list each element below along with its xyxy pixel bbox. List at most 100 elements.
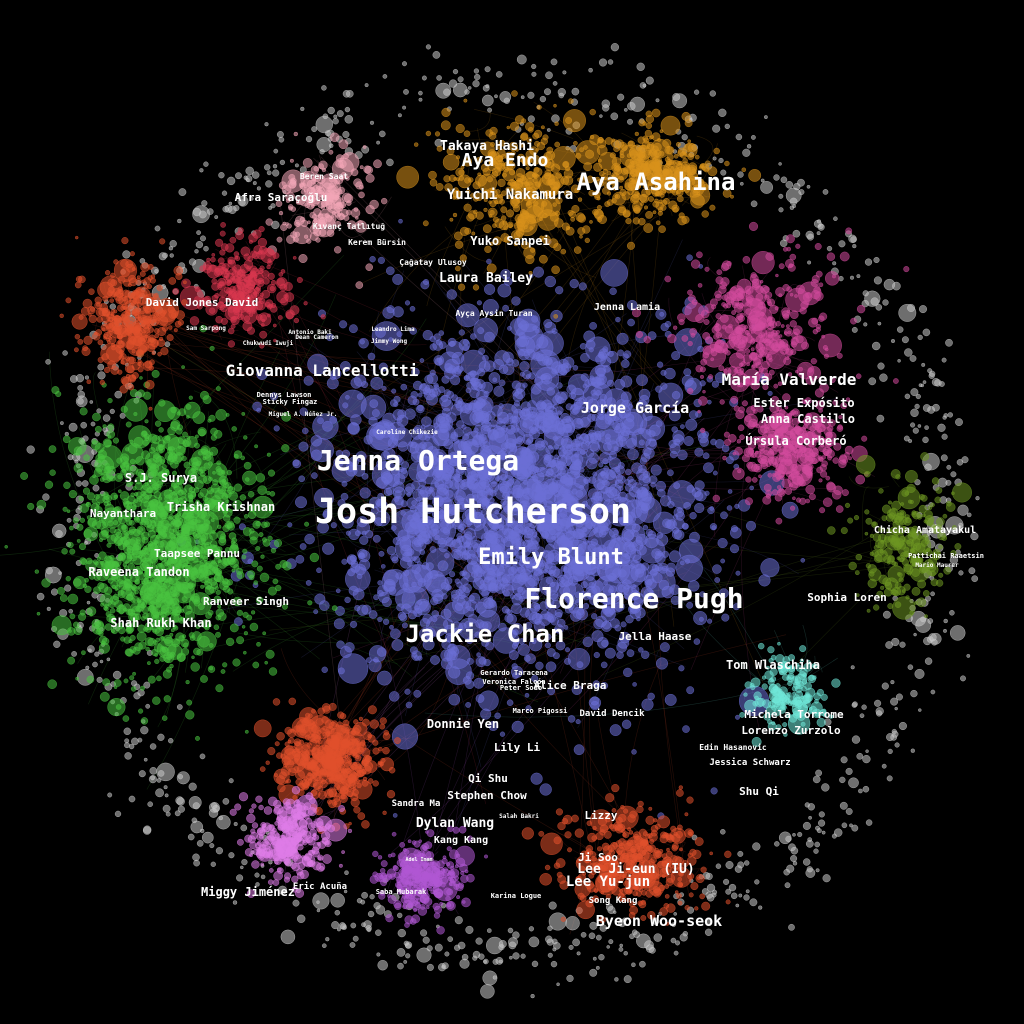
node — [334, 909, 341, 916]
node — [558, 92, 565, 99]
node — [364, 83, 369, 88]
node — [552, 652, 560, 660]
node — [369, 120, 375, 125]
node — [292, 459, 300, 467]
node — [272, 323, 277, 328]
node — [206, 257, 211, 263]
node — [660, 495, 672, 507]
node — [813, 219, 822, 228]
node — [808, 815, 812, 820]
node — [622, 209, 631, 218]
node — [702, 452, 710, 460]
node — [339, 320, 348, 329]
node — [904, 348, 913, 357]
node — [331, 921, 340, 930]
node — [600, 356, 612, 368]
node — [710, 787, 718, 795]
node — [785, 181, 794, 189]
node — [491, 405, 503, 417]
node — [589, 220, 593, 224]
node — [623, 951, 628, 956]
node — [473, 68, 480, 74]
node — [429, 335, 436, 343]
node — [264, 164, 271, 171]
node — [316, 908, 321, 913]
node — [695, 489, 707, 502]
node — [687, 139, 692, 144]
node — [598, 954, 605, 961]
node — [313, 609, 319, 615]
node — [694, 447, 704, 457]
node — [75, 480, 82, 487]
node — [654, 198, 659, 204]
node — [487, 928, 492, 933]
node — [918, 383, 923, 388]
node — [588, 476, 597, 484]
node — [156, 778, 162, 783]
node — [570, 216, 576, 222]
node — [465, 925, 474, 934]
node — [62, 350, 68, 356]
node — [706, 883, 716, 893]
node — [872, 341, 881, 351]
node — [278, 210, 284, 216]
node — [910, 422, 916, 428]
node — [280, 223, 288, 231]
node — [638, 119, 646, 127]
node — [280, 269, 286, 274]
node — [546, 387, 555, 396]
node — [715, 294, 722, 301]
node — [369, 256, 376, 263]
node — [229, 285, 236, 293]
node — [452, 212, 458, 218]
node — [839, 801, 848, 810]
node — [718, 157, 724, 164]
node — [210, 256, 216, 263]
node — [342, 90, 351, 98]
node — [294, 231, 300, 238]
node — [155, 788, 164, 798]
node — [448, 79, 458, 88]
node — [255, 882, 260, 887]
node — [392, 273, 404, 285]
node — [196, 230, 201, 235]
node — [143, 757, 148, 762]
node — [527, 115, 535, 123]
node — [429, 546, 437, 553]
node — [579, 467, 585, 473]
node — [549, 570, 556, 577]
node — [233, 205, 240, 212]
node — [265, 180, 273, 188]
node — [194, 249, 199, 254]
node — [243, 259, 254, 270]
node — [792, 833, 796, 837]
node — [316, 567, 322, 573]
node — [480, 984, 495, 999]
node — [457, 76, 464, 83]
node — [579, 485, 584, 490]
node — [587, 452, 600, 464]
node — [737, 861, 745, 869]
node — [788, 843, 796, 852]
node — [201, 831, 214, 844]
node — [285, 311, 294, 320]
node — [114, 810, 122, 818]
node — [851, 702, 858, 708]
node — [440, 649, 453, 662]
node — [216, 814, 231, 830]
node — [462, 339, 469, 346]
node — [691, 834, 698, 841]
node — [377, 959, 388, 971]
node — [245, 178, 250, 182]
node — [292, 236, 299, 243]
node — [921, 362, 926, 367]
node — [230, 323, 236, 329]
node — [613, 145, 620, 153]
node — [448, 666, 461, 679]
node — [531, 63, 537, 70]
node — [522, 382, 528, 388]
node — [877, 321, 882, 326]
node — [462, 583, 472, 593]
node — [636, 62, 645, 71]
node — [215, 847, 223, 855]
